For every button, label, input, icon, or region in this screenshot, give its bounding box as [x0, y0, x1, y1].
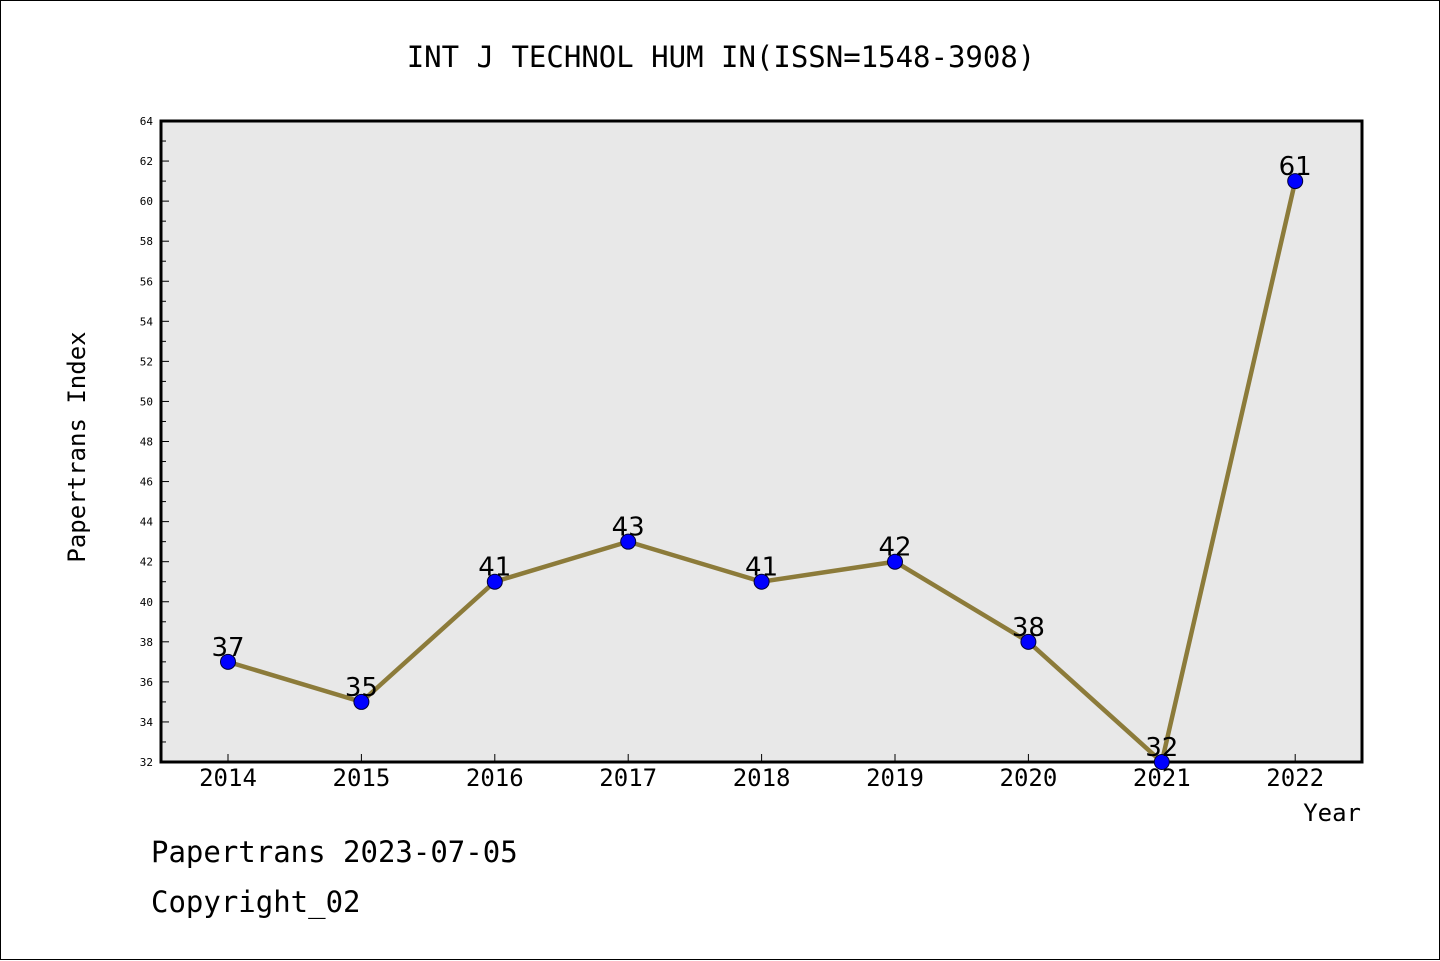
x-axis-label: Year: [1303, 799, 1361, 827]
y-tick-label: 42: [140, 556, 153, 569]
plot-area: [159, 119, 1364, 764]
y-tick-label: 52: [140, 355, 153, 368]
x-tick-label: 2014: [199, 764, 257, 792]
data-point: [887, 553, 903, 570]
y-tick-label: 38: [140, 636, 153, 649]
data-label: 32: [1145, 733, 1178, 763]
data-label: 61: [1279, 152, 1312, 182]
x-tick-label: 2015: [333, 764, 391, 792]
y-tick-label: 46: [140, 476, 153, 489]
data-label: 42: [878, 533, 911, 563]
y-tick-label: 60: [140, 195, 153, 208]
data-label: 41: [478, 553, 511, 583]
x-tick-label: 2016: [466, 764, 524, 792]
y-tick-label: 64: [140, 115, 154, 128]
y-tick-label: 56: [140, 275, 153, 288]
y-tick-label: 54: [140, 315, 154, 328]
y-tick-label: 34: [140, 716, 154, 729]
y-tick-label: 36: [140, 676, 153, 689]
data-labels: 37 35 41 43 41 42 38 32 61: [211, 152, 1311, 763]
x-tick-label: 2018: [733, 764, 791, 792]
y-tick-label: 44: [140, 516, 154, 529]
y-tick-label: 48: [140, 436, 153, 449]
footer-date: Papertrans 2023-07-05: [151, 835, 518, 869]
data-point: [620, 533, 637, 550]
y-tick-label: 62: [140, 155, 153, 168]
x-axis: 2014 2015 2016 2017 2018 2019 2020 2021 2022: [199, 754, 1324, 792]
data-point: [1153, 754, 1170, 770]
data-label: 35: [345, 673, 378, 703]
y-tick-label: 58: [140, 235, 153, 248]
y-tick-label: 50: [140, 395, 153, 408]
data-label: 37: [211, 633, 244, 663]
y-tick-label: 32: [140, 756, 153, 769]
data-point: [1020, 633, 1037, 650]
chart-title: INT J TECHNOL HUM IN(ISSN=1548-3908): [407, 40, 1036, 74]
data-label: 41: [745, 553, 778, 583]
x-tick-label: 2017: [599, 764, 657, 792]
y-axis-label: Papertrans Index: [63, 331, 91, 562]
data-label: 38: [1012, 613, 1045, 643]
y-axis: 32 34 36 38 40 42 44 46 48 50 52 54 56 58 60 62 64: [140, 115, 169, 769]
data-point: [753, 573, 770, 590]
data-point: [486, 573, 503, 590]
data-point: [353, 693, 370, 710]
footer-copyright: Copyright_02: [151, 885, 361, 919]
x-tick-label: 2020: [1000, 764, 1058, 792]
x-tick-label: 2019: [866, 764, 924, 792]
x-tick-label: 2022: [1266, 764, 1324, 792]
data-series: [220, 173, 1304, 770]
data-point: [1287, 173, 1304, 190]
y-tick-label: 40: [140, 596, 153, 609]
data-label: 43: [612, 513, 645, 543]
data-point: [220, 653, 236, 670]
